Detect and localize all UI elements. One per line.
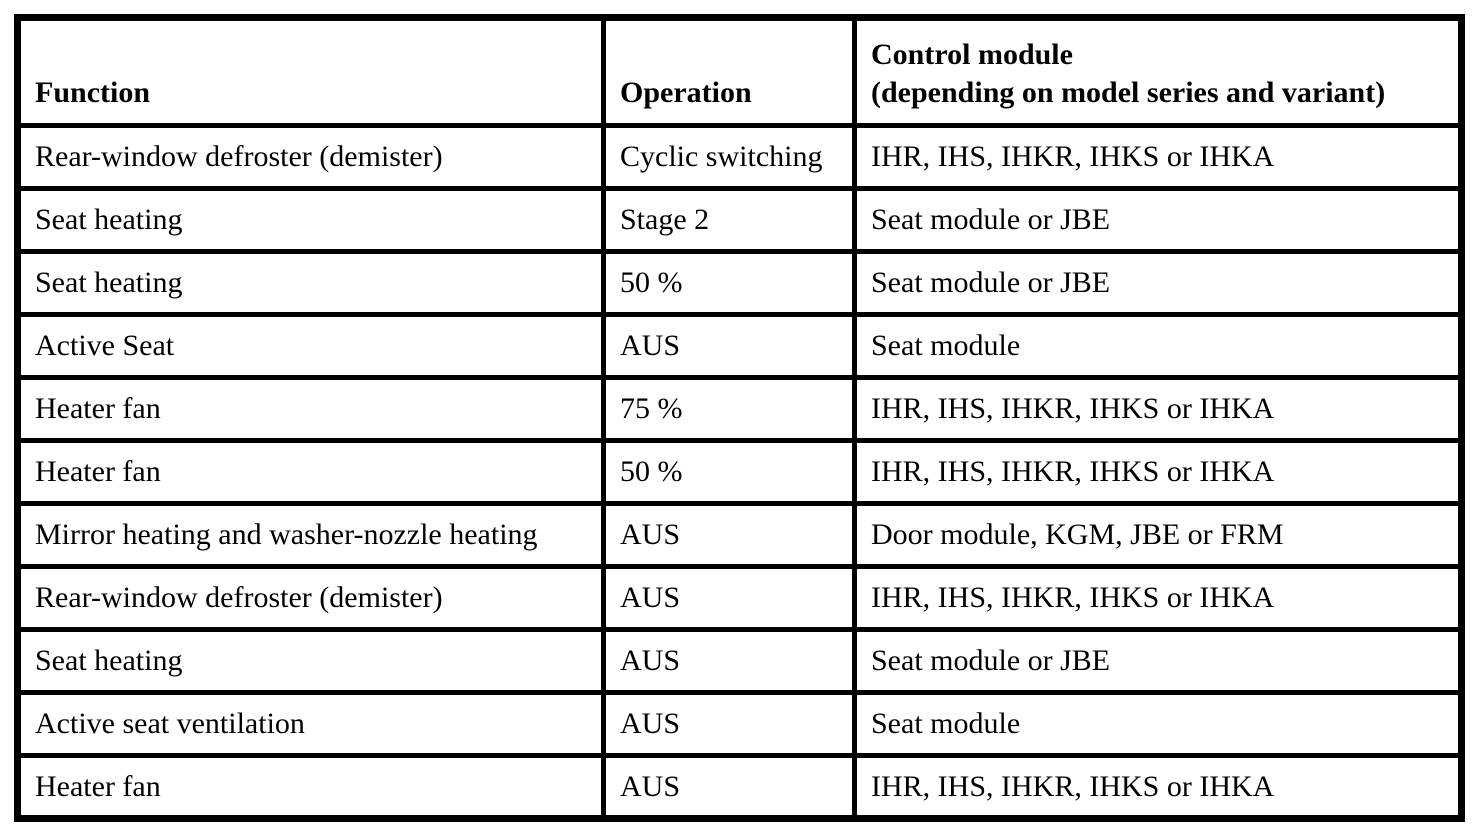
control-module-cell: Seat module or JBE bbox=[852, 249, 1464, 317]
control-module-cell: Seat module or JBE bbox=[852, 186, 1464, 254]
control-module-cell: IHR, IHS, IHKR, IHKS or IHKA bbox=[852, 375, 1464, 443]
control-module-header-line2: (depending on model series and variant) bbox=[871, 75, 1386, 109]
operation-cell: Stage 2 bbox=[601, 186, 857, 254]
control-module-cell: IHR, IHS, IHKR, IHKS or IHKA bbox=[852, 123, 1464, 191]
header-row: Function Operation Control module (depen… bbox=[15, 15, 1464, 128]
function-cell: Active seat ventilation bbox=[15, 690, 606, 758]
operation-cell: 75 % bbox=[601, 375, 857, 443]
control-module-cell: Door module, KGM, JBE or FRM bbox=[852, 501, 1464, 569]
table-row: Seat heating 50 % Seat module or JBE bbox=[15, 249, 1464, 317]
operation-column-header: Operation bbox=[601, 15, 857, 128]
table-row: Seat heating Stage 2 Seat module or JBE bbox=[15, 186, 1464, 254]
table-row: Rear-window defroster (demister) Cyclic … bbox=[15, 123, 1464, 191]
table-row: Mirror heating and washer-nozzle heating… bbox=[15, 501, 1464, 569]
switch-functions-table: Function Operation Control module (depen… bbox=[14, 14, 1465, 822]
table-row: Rear-window defroster (demister) AUS IHR… bbox=[15, 564, 1464, 632]
control-module-cell: IHR, IHS, IHKR, IHKS or IHKA bbox=[852, 753, 1464, 821]
table-row: Active Seat AUS Seat module bbox=[15, 312, 1464, 380]
operation-cell: AUS bbox=[601, 690, 857, 758]
control-module-cell: IHR, IHS, IHKR, IHKS or IHKA bbox=[852, 438, 1464, 506]
control-module-cell: Seat module bbox=[852, 312, 1464, 380]
control-module-header-line1: Control module bbox=[871, 38, 1073, 71]
function-cell: Rear-window defroster (demister) bbox=[15, 123, 606, 191]
function-column-header: Function bbox=[15, 15, 606, 128]
operation-cell: 50 % bbox=[601, 249, 857, 317]
function-cell: Seat heating bbox=[15, 249, 606, 317]
function-cell: Mirror heating and washer-nozzle heating bbox=[15, 501, 606, 569]
function-cell: Heater fan bbox=[15, 438, 606, 506]
function-cell: Rear-window defroster (demister) bbox=[15, 564, 606, 632]
table-row: Heater fan 50 % IHR, IHS, IHKR, IHKS or … bbox=[15, 438, 1464, 506]
operation-cell: AUS bbox=[601, 564, 857, 632]
operation-cell: AUS bbox=[601, 312, 857, 380]
table-row: Active seat ventilation AUS Seat module bbox=[15, 690, 1464, 758]
table-row: Seat heating AUS Seat module or JBE bbox=[15, 627, 1464, 695]
control-module-cell: Seat module bbox=[852, 690, 1464, 758]
table-row: Heater fan 75 % IHR, IHS, IHKR, IHKS or … bbox=[15, 375, 1464, 443]
operation-cell: AUS bbox=[601, 753, 857, 821]
function-cell: Seat heating bbox=[15, 627, 606, 695]
function-cell: Seat heating bbox=[15, 186, 606, 254]
operation-cell: AUS bbox=[601, 501, 857, 569]
function-cell: Heater fan bbox=[15, 753, 606, 821]
control-module-cell: IHR, IHS, IHKR, IHKS or IHKA bbox=[852, 564, 1464, 632]
table-row: Heater fan AUS IHR, IHS, IHKR, IHKS or I… bbox=[15, 753, 1464, 821]
operation-cell: 50 % bbox=[601, 438, 857, 506]
operation-cell: AUS bbox=[601, 627, 857, 695]
control-module-column-header: Control module (depending on model serie… bbox=[852, 15, 1464, 128]
control-module-cell: Seat module or JBE bbox=[852, 627, 1464, 695]
operation-cell: Cyclic switching bbox=[601, 123, 857, 191]
function-cell: Active Seat bbox=[15, 312, 606, 380]
function-cell: Heater fan bbox=[15, 375, 606, 443]
